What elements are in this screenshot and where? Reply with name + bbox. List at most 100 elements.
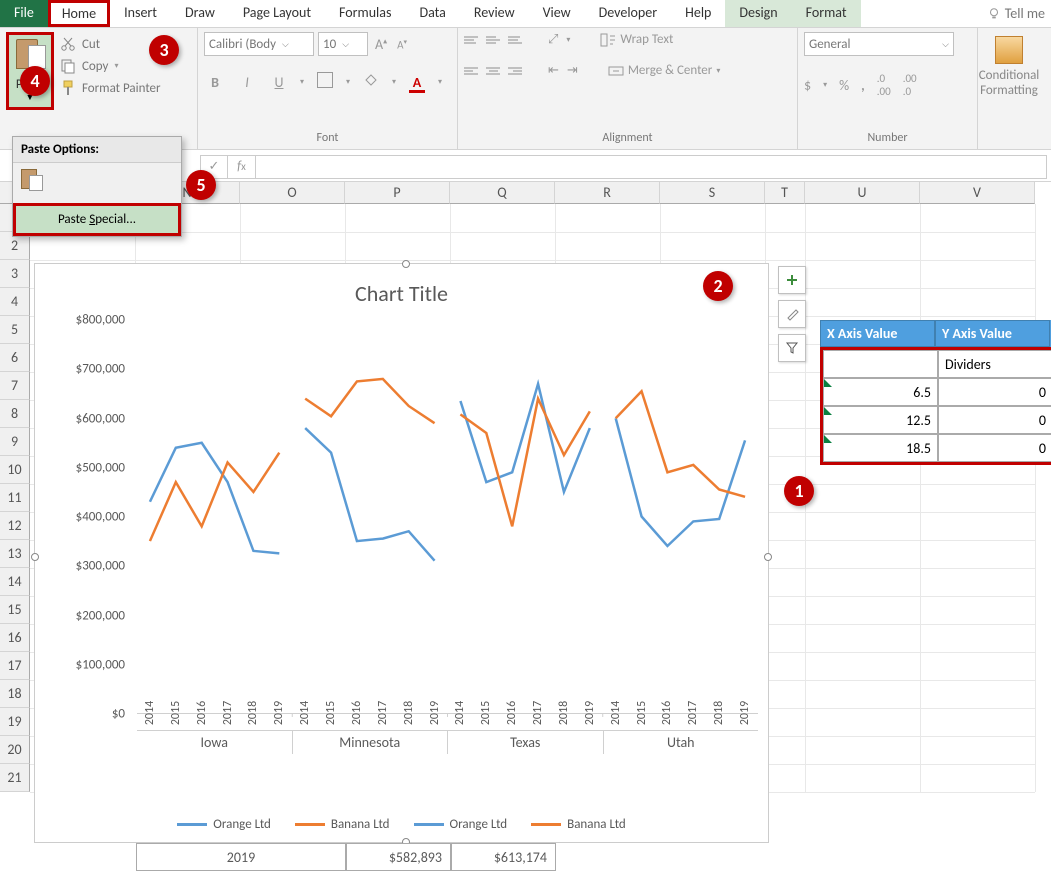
row-header-12[interactable]: 12: [0, 512, 30, 540]
row-header-9[interactable]: 9: [0, 428, 30, 456]
italic-button[interactable]: I: [236, 74, 258, 91]
paste-special-button[interactable]: Paste Special...: [13, 203, 181, 236]
increase-font-icon[interactable]: A▴: [372, 36, 390, 53]
font-color-button[interactable]: A: [406, 74, 428, 91]
side-table-cell[interactable]: 18.5: [823, 434, 938, 462]
chart[interactable]: Chart Title $0$100,000$200,000$300,000$4…: [34, 263, 769, 843]
side-table-cell[interactable]: 0: [938, 434, 1051, 462]
fill-color-button[interactable]: [360, 73, 382, 91]
column-header-q[interactable]: Q: [450, 182, 555, 204]
tab-formulas[interactable]: Formulas: [325, 0, 405, 27]
side-table-cell[interactable]: 0: [938, 378, 1051, 406]
column-header-p[interactable]: P: [345, 182, 450, 204]
tab-file[interactable]: File: [0, 0, 48, 27]
number-format-combo[interactable]: General⌵: [804, 32, 954, 56]
chart-plus-button[interactable]: [778, 266, 806, 294]
border-button[interactable]: [314, 72, 336, 92]
row-header-6[interactable]: 6: [0, 344, 30, 372]
tab-page-layout[interactable]: Page Layout: [229, 0, 325, 27]
font-name-combo[interactable]: Calibri (Body⌵: [204, 32, 314, 56]
formula-input[interactable]: [256, 155, 1047, 179]
x-year-label: 2017: [221, 701, 235, 725]
callout-5: 5: [186, 170, 216, 200]
row-header-19[interactable]: 19: [0, 708, 30, 736]
column-header-v[interactable]: V: [920, 182, 1035, 204]
wrap-text-button[interactable]: Wrap Text: [600, 32, 673, 47]
align-left-icon[interactable]: [464, 67, 478, 75]
align-right-icon[interactable]: [508, 67, 522, 75]
merge-center-button[interactable]: Merge & Center ▾: [608, 63, 721, 78]
bold-button[interactable]: B: [204, 74, 226, 91]
tab-format[interactable]: Format: [792, 0, 861, 27]
increase-decimal-icon[interactable]: .0.00: [877, 72, 891, 98]
row-header-14[interactable]: 14: [0, 568, 30, 596]
paste-option-icon[interactable]: [21, 169, 45, 193]
column-header-u[interactable]: U: [805, 182, 920, 204]
chart-title[interactable]: Chart Title: [35, 264, 768, 315]
tab-insert[interactable]: Insert: [110, 0, 171, 27]
column-header-t[interactable]: T: [765, 182, 805, 204]
decrease-indent-icon[interactable]: ⇤: [548, 63, 559, 78]
tab-design[interactable]: Design: [725, 0, 791, 27]
tab-review[interactable]: Review: [460, 0, 529, 27]
percent-button[interactable]: %: [839, 77, 849, 94]
formula-fx-button[interactable]: fx: [228, 155, 256, 179]
bottom-cell-v1[interactable]: $582,893: [346, 843, 451, 871]
increase-indent-icon[interactable]: ⇥: [567, 63, 578, 78]
row-header-7[interactable]: 7: [0, 372, 30, 400]
underline-button[interactable]: U: [268, 74, 290, 91]
format-painter-button[interactable]: Format Painter: [60, 80, 161, 96]
bottom-cell-year[interactable]: 2019: [136, 843, 346, 871]
column-header-o[interactable]: O: [240, 182, 345, 204]
conditional-formatting-button[interactable]: Conditional Formatting: [984, 32, 1034, 102]
brush-icon: [785, 307, 799, 321]
align-center-icon[interactable]: [486, 67, 500, 75]
row-header-11[interactable]: 11: [0, 484, 30, 512]
row-header-20[interactable]: 20: [0, 736, 30, 764]
chart-filter-button[interactable]: [778, 334, 806, 362]
bottom-cell-v2[interactable]: $613,174: [451, 843, 556, 871]
row-header-16[interactable]: 16: [0, 624, 30, 652]
row-header-3[interactable]: 3: [0, 260, 30, 288]
row-header-10[interactable]: 10: [0, 456, 30, 484]
row-header-5[interactable]: 5: [0, 316, 30, 344]
tab-home[interactable]: Home: [48, 0, 110, 27]
tab-draw[interactable]: Draw: [171, 0, 229, 27]
align-top-icon[interactable]: [464, 36, 478, 44]
tab-data[interactable]: Data: [405, 0, 459, 27]
column-header-r[interactable]: R: [555, 182, 660, 204]
column-header-s[interactable]: S: [660, 182, 765, 204]
row-header-13[interactable]: 13: [0, 540, 30, 568]
tell-me[interactable]: Tell me: [981, 0, 1051, 27]
row-header-8[interactable]: 8: [0, 400, 30, 428]
x-year-label: 2017: [531, 701, 545, 725]
side-table-cell[interactable]: [823, 350, 938, 378]
x-year-label: 2018: [402, 701, 416, 725]
side-table-cell[interactable]: 12.5: [823, 406, 938, 434]
orientation-button[interactable]: ⤢: [548, 32, 558, 47]
side-table-cell[interactable]: 6.5: [823, 378, 938, 406]
row-header-17[interactable]: 17: [0, 652, 30, 680]
decrease-decimal-icon[interactable]: .00.0: [903, 72, 917, 98]
copy-button[interactable]: Copy ▾: [60, 58, 161, 74]
cut-button[interactable]: Cut: [60, 36, 161, 52]
font-size-combo[interactable]: 10⌵: [318, 32, 368, 56]
currency-button[interactable]: $: [804, 77, 811, 94]
comma-button[interactable]: ,: [861, 77, 865, 94]
callout-3: 3: [149, 35, 179, 65]
side-table-cell[interactable]: Dividers: [938, 350, 1051, 378]
row-header-18[interactable]: 18: [0, 680, 30, 708]
row-header-15[interactable]: 15: [0, 596, 30, 624]
row-header-4[interactable]: 4: [0, 288, 30, 316]
side-table-cell[interactable]: 0: [938, 406, 1051, 434]
chart-brush-button[interactable]: [778, 300, 806, 328]
x-year-label: 2017: [686, 701, 700, 725]
row-header-21[interactable]: 21: [0, 764, 30, 792]
tab-view[interactable]: View: [529, 0, 585, 27]
align-bottom-icon[interactable]: [508, 36, 522, 44]
tab-help[interactable]: Help: [671, 0, 725, 27]
chart-series-line: [616, 391, 745, 497]
align-middle-icon[interactable]: [486, 36, 500, 44]
tab-developer[interactable]: Developer: [585, 0, 671, 27]
decrease-font-icon[interactable]: A▾: [394, 37, 410, 52]
